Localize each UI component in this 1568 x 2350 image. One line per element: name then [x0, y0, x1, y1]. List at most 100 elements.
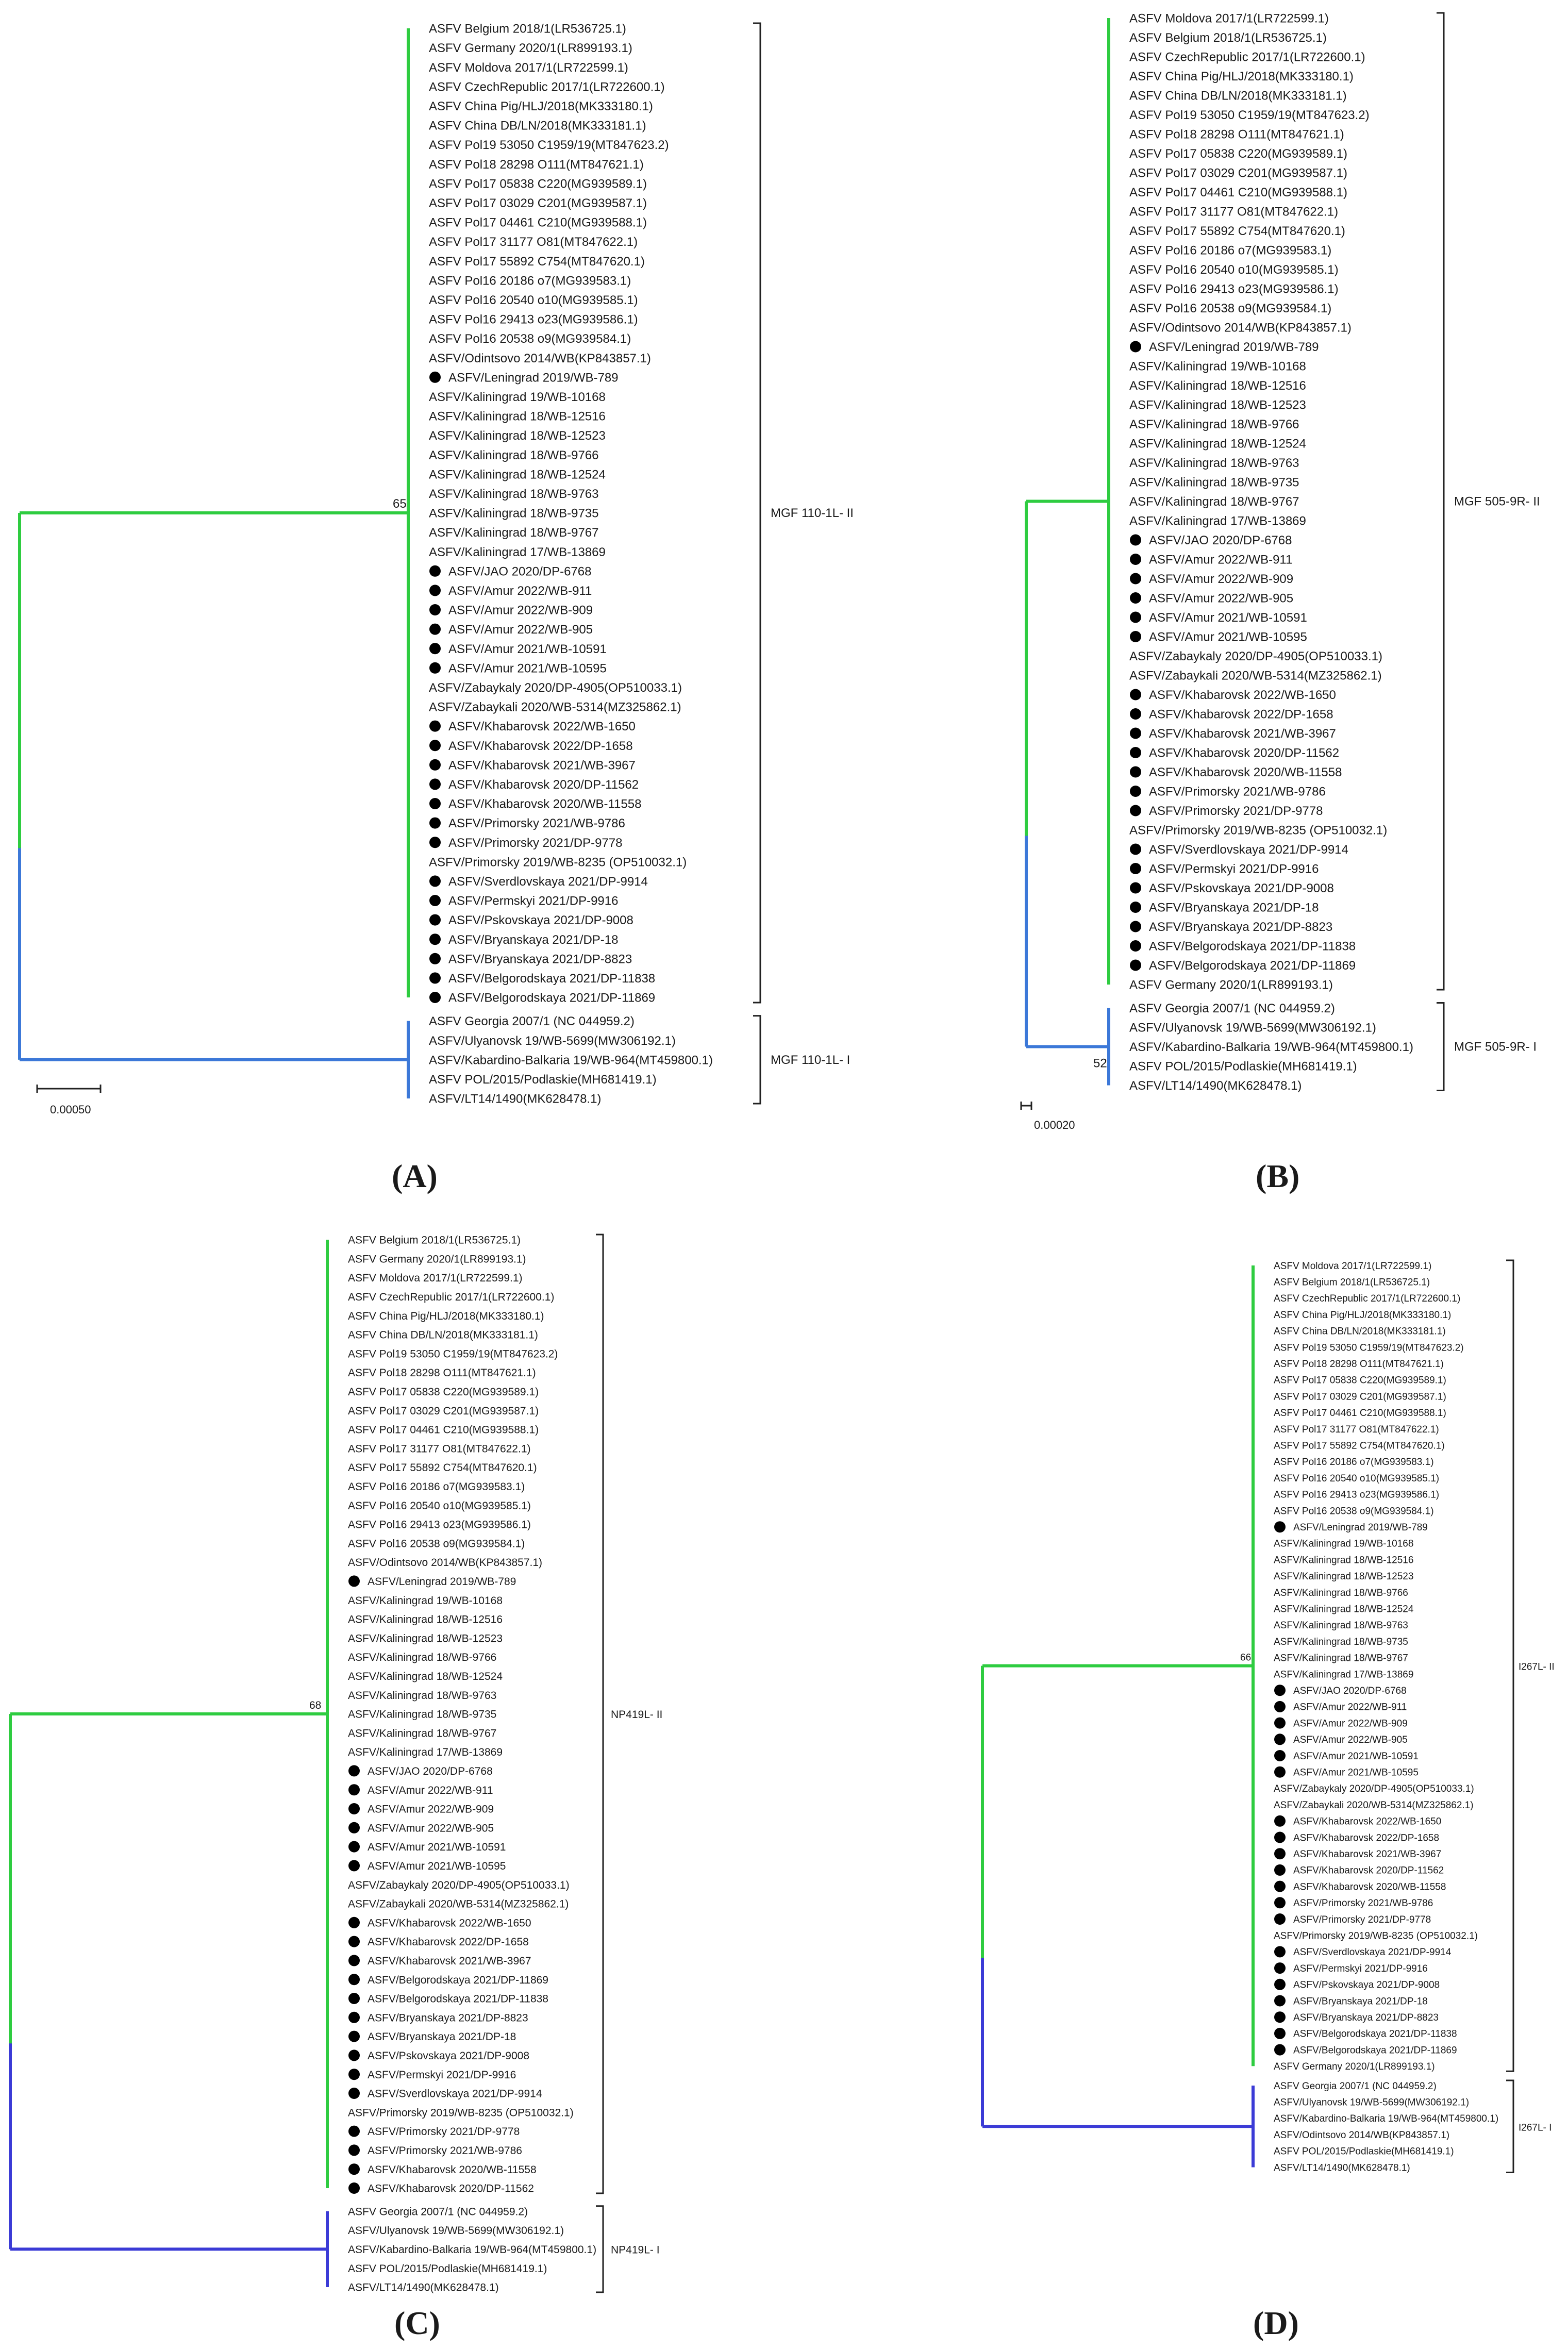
- clade-i-leaf-label: ASFV/Ulyanovsk 19/WB-5699(MW306192.1): [429, 1034, 676, 1048]
- clade-ii-leaf-label: ASFV/Amur 2022/WB-909: [1293, 1718, 1408, 1729]
- clade-ii-marker-dot: [1130, 959, 1141, 971]
- clade-i-label: I267L- I: [1519, 2122, 1552, 2133]
- clade-ii-marker-dot: [348, 2030, 360, 2042]
- clade-ii-leaf-label: ASFV/Leningrad 2019/WB-789: [368, 1576, 516, 1588]
- clade-i-leaf-label: ASFV Georgia 2007/1 (NC 044959.2): [1274, 2081, 1437, 2092]
- clade-ii-leaf-label: ASFV/Primorsky 2021/DP-9778: [448, 836, 622, 850]
- clade-ii-leaf-label: ASFV/Kaliningrad 19/WB-10168: [1129, 360, 1306, 374]
- clade-ii-leaf-label: ASFV/Leningrad 2019/WB-789: [1149, 340, 1319, 354]
- clade-ii-leaf-label: ASFV/Primorsky 2021/WB-9786: [1149, 785, 1326, 799]
- clade-ii-leaf-label: ASFV/Primorsky 2021/DP-9778: [368, 2126, 520, 2138]
- clade-ii-leaf-label: ASFV Pol19 53050 C1959/19(MT847623.2): [348, 1348, 558, 1360]
- clade-ii-marker-dot: [1130, 573, 1141, 585]
- clade-ii-leaf-label: ASFV/Kaliningrad 17/WB-13869: [348, 1746, 503, 1758]
- clade-ii-leaf-label: ASFV/Khabarovsk 2021/WB-3967: [1149, 727, 1336, 741]
- clade-ii-marker-dot: [1274, 1815, 1286, 1827]
- clade-ii-leaf-label: ASFV/Odintsovo 2014/WB(KP843857.1): [429, 352, 651, 365]
- clade-ii-leaf-label: ASFV/Kaliningrad 18/WB-12523: [1274, 1571, 1413, 1582]
- clade-ii-leaf-label: ASFV/Kaliningrad 17/WB-13869: [429, 545, 606, 559]
- clade-i-leaf-label: ASFV/LT14/1490(MK628478.1): [1274, 2162, 1410, 2173]
- clade-i-leaf-label: ASFV/LT14/1490(MK628478.1): [429, 1092, 601, 1106]
- clade-ii-leaf-label: ASFV/Amur 2021/WB-10591: [368, 1841, 506, 1853]
- clade-ii-marker-dot: [1274, 1864, 1286, 1876]
- clade-ii-leaf-label: ASFV/Amur 2021/WB-10595: [1149, 630, 1307, 644]
- clade-ii-leaf-label: ASFV/Belgorodskaya 2021/DP-11869: [1293, 2045, 1457, 2056]
- clade-ii-marker-dot: [348, 1784, 360, 1796]
- clade-ii-label: MGF 110-1L- II: [771, 506, 854, 520]
- tree-svg-d: ASFV Moldova 2017/1(LR722599.1) ASFV Belg…: [981, 1259, 1555, 2173]
- clade-ii-marker-dot: [348, 2182, 360, 2194]
- clade-ii-marker-dot: [429, 875, 441, 887]
- clade-ii-marker-dot: [429, 992, 441, 1003]
- clade-i-leaf-label: ASFV/LT14/1490(MK628478.1): [1129, 1079, 1302, 1093]
- clade-ii-leaf-label: ASFV China Pig/HLJ/2018(MK333180.1): [1129, 70, 1354, 84]
- clade-ii-leaf-label: ASFV Moldova 2017/1(LR722599.1): [1274, 1261, 1431, 1272]
- clade-ii-leaf-label: ASFV Pol17 04461 C210(MG939588.1): [429, 216, 647, 230]
- clade-ii-leaf-label: ASFV/Amur 2022/WB-911: [1293, 1702, 1407, 1713]
- clade-ii-leaf-label: ASFV/Kaliningrad 18/WB-12524: [348, 1671, 503, 1682]
- clade-ii-leaf-label: ASFV/Zabaykaly 2020/DP-4905(OP510033.1): [429, 681, 682, 695]
- clade-ii-leaf-label: ASFV/Amur 2021/WB-10591: [1293, 1751, 1419, 1762]
- clade-ii-leaf-label: ASFV Pol16 20538 o9(MG939584.1): [429, 332, 631, 346]
- clade-ii-leaf-label: ASFV Germany 2020/1(LR899193.1): [1274, 2061, 1435, 2072]
- clade-ii-leaf-label: ASFV China DB/LN/2018(MK333181.1): [429, 119, 646, 133]
- panel-label-a: (A): [392, 1158, 438, 1194]
- clade-ii-marker-dot: [348, 2125, 360, 2137]
- clade-ii-leaf-label: ASFV/Amur 2022/WB-911: [368, 1785, 493, 1796]
- clade-ii-leaf-label: ASFV/Primorsky 2021/WB-9786: [1293, 1898, 1433, 1909]
- clade-ii-marker-dot: [1274, 1848, 1286, 1860]
- clade-ii-marker-dot: [1130, 554, 1141, 565]
- clade-ii-leaf-label: ASFV/Permskyi 2021/DP-9916: [448, 894, 618, 908]
- clade-ii-leaf-label: ASFV/Kaliningrad 18/WB-12523: [1129, 398, 1306, 412]
- clade-ii-marker-dot: [1130, 727, 1141, 739]
- clade-i-leaf-label: ASFV POL/2015/Podlaskie(MH681419.1): [348, 2263, 547, 2275]
- clade-ii-marker-dot: [1274, 1897, 1286, 1909]
- clade-ii-marker-dot: [348, 1936, 360, 1947]
- clade-ii-leaf-label: ASFV Pol17 05838 C220(MG939589.1): [1129, 147, 1347, 161]
- clade-ii-marker-dot: [1130, 631, 1141, 642]
- clade-ii-marker-dot: [348, 2088, 360, 2099]
- clade-ii-leaf-label: ASFV/Kaliningrad 18/WB-9766: [429, 448, 599, 462]
- clade-ii-leaf-label: ASFV/Kaliningrad 18/WB-12516: [1129, 379, 1306, 393]
- clade-ii-marker-dot: [1130, 786, 1141, 797]
- clade-ii-marker-dot: [348, 2144, 360, 2156]
- clade-ii-marker-dot: [429, 565, 441, 577]
- clade-ii-leaf-label: ASFV/Bryanskaya 2021/DP-18: [1149, 901, 1319, 915]
- clade-ii-marker-dot: [429, 914, 441, 926]
- clade-ii-leaf-label: ASFV/Kaliningrad 18/WB-12516: [429, 410, 606, 424]
- clade-i-leaf-label: ASFV POL/2015/Podlaskie(MH681419.1): [429, 1073, 657, 1087]
- clade-ii-leaf-label: ASFV China DB/LN/2018(MK333181.1): [1129, 89, 1347, 103]
- clade-ii-marker-dot: [348, 1841, 360, 1853]
- clade-ii-leaf-label: ASFV Pol17 55892 C754(MT847620.1): [1129, 224, 1345, 238]
- tree-svg-c: ASFV Belgium 2018/1(LR536725.1) ASFV Germ…: [9, 1234, 662, 2294]
- clade-ii-leaf-label: ASFV Pol18 28298 O111(MT847621.1): [1274, 1359, 1444, 1370]
- clade-ii-marker-dot: [1130, 341, 1141, 353]
- clade-ii-marker-dot: [1130, 592, 1141, 604]
- clade-ii-marker-dot: [1130, 863, 1141, 874]
- clade-ii-leaf-label: ASFV/Kaliningrad 18/WB-9735: [1274, 1637, 1408, 1647]
- clade-ii-leaf-label: ASFV Pol16 20186 o7(MG939583.1): [429, 274, 631, 288]
- clade-ii-marker-dot: [429, 759, 441, 771]
- clade-ii-leaf-label: ASFV CzechRepublic 2017/1(LR722600.1): [1274, 1293, 1460, 1304]
- clade-ii-leaf-label: ASFV/Khabarovsk 2021/WB-3967: [448, 758, 636, 772]
- clade-ii-leaf-label: ASFV China Pig/HLJ/2018(MK333180.1): [429, 99, 653, 113]
- clade-ii-marker-dot: [1274, 1946, 1286, 1958]
- clade-ii-leaf-label: ASFV/Kaliningrad 18/WB-9767: [429, 526, 599, 540]
- clade-ii-leaf-label: ASFV Pol16 20540 o10(MG939585.1): [1129, 263, 1339, 277]
- clade-ii-leaf-label: ASFV/Bryanskaya 2021/DP-8823: [1149, 920, 1332, 934]
- clade-ii-leaf-label: ASFV/Kaliningrad 18/WB-9763: [429, 487, 599, 501]
- clade-ii-leaf-label: ASFV/Zabaykaly 2020/DP-4905(OP510033.1): [1274, 1784, 1474, 1794]
- clade-ii-leaf-label: ASFV China Pig/HLJ/2018(MK333180.1): [348, 1310, 544, 1322]
- clade-ii-marker-dot: [348, 2011, 360, 2023]
- clade-ii-leaf-label: ASFV/Kaliningrad 18/WB-9766: [1129, 418, 1299, 431]
- clade-ii-leaf-label: ASFV China DB/LN/2018(MK333181.1): [348, 1329, 538, 1341]
- clade-ii-leaf-label: ASFV/Primorsky 2021/WB-9786: [448, 816, 625, 830]
- clade-ii-leaf-label: ASFV/Amur 2021/WB-10595: [1293, 1768, 1419, 1778]
- tree-panel-c: ASFV Belgium 2018/1(LR536725.1) ASFV Germ…: [0, 1222, 784, 2350]
- clade-ii-leaf-label: ASFV/JAO 2020/DP-6768: [1293, 1686, 1407, 1696]
- bootstrap-value: 66: [1240, 1653, 1251, 1663]
- clade-ii-leaf-label: ASFV Germany 2020/1(LR899193.1): [429, 41, 632, 55]
- clade-ii-leaf-label: ASFV/Amur 2021/WB-10595: [448, 661, 607, 675]
- clade-ii-leaf-label: ASFV/Primorsky 2019/WB-8235 (OP510032.1): [348, 2107, 574, 2119]
- clade-ii-leaf-label: ASFV Pol16 20538 o9(MG939584.1): [1129, 302, 1331, 315]
